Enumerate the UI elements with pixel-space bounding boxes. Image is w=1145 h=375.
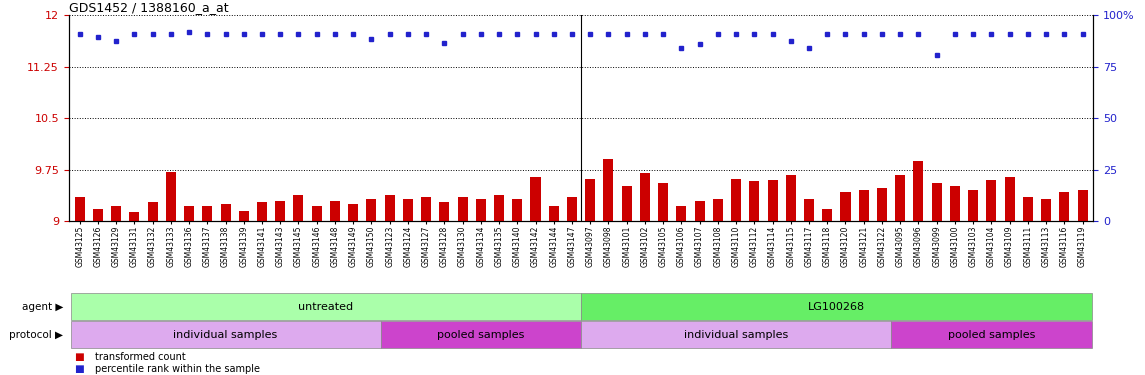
Bar xyxy=(512,199,522,221)
Bar xyxy=(71,293,581,320)
Text: LG100268: LG100268 xyxy=(808,302,864,312)
Bar xyxy=(581,321,891,348)
Bar xyxy=(713,199,722,221)
Bar xyxy=(1004,177,1014,221)
Text: individual samples: individual samples xyxy=(684,330,788,340)
Bar xyxy=(458,197,467,221)
Text: pooled samples: pooled samples xyxy=(948,330,1035,340)
Bar xyxy=(695,201,704,221)
Bar xyxy=(221,204,230,221)
Bar xyxy=(986,180,996,221)
Bar xyxy=(293,195,303,221)
Bar xyxy=(804,199,814,221)
Bar xyxy=(932,183,941,221)
Bar xyxy=(148,202,158,221)
Bar xyxy=(640,173,650,221)
Bar xyxy=(950,186,960,221)
Bar xyxy=(969,190,978,221)
Bar xyxy=(403,199,413,221)
Text: protocol ▶: protocol ▶ xyxy=(9,330,63,340)
Bar xyxy=(548,206,559,221)
Bar xyxy=(184,206,194,221)
Bar xyxy=(256,202,267,221)
Bar xyxy=(330,201,340,221)
Bar xyxy=(749,182,759,221)
Bar xyxy=(822,209,832,221)
Bar xyxy=(877,188,887,221)
Bar xyxy=(585,178,595,221)
Bar xyxy=(74,197,85,221)
Bar xyxy=(348,204,358,221)
Text: individual samples: individual samples xyxy=(173,330,277,340)
Bar xyxy=(603,159,614,221)
Bar xyxy=(239,211,248,221)
Bar xyxy=(895,174,906,221)
Bar xyxy=(1041,199,1051,221)
Bar xyxy=(380,321,581,348)
Bar xyxy=(421,197,432,221)
Bar xyxy=(767,180,777,221)
Bar xyxy=(476,199,485,221)
Bar xyxy=(129,212,140,221)
Bar xyxy=(311,206,322,221)
Bar xyxy=(203,206,212,221)
Text: GDS1452 / 1388160_a_at: GDS1452 / 1388160_a_at xyxy=(69,1,228,14)
Bar xyxy=(785,174,796,221)
Bar xyxy=(914,161,923,221)
Bar xyxy=(111,206,121,221)
Text: pooled samples: pooled samples xyxy=(437,330,524,340)
Bar xyxy=(622,186,632,221)
Bar xyxy=(859,190,869,221)
Bar xyxy=(71,321,380,348)
Bar xyxy=(166,172,176,221)
Bar xyxy=(93,209,103,221)
Text: ■: ■ xyxy=(74,352,85,362)
Bar xyxy=(840,192,851,221)
Bar xyxy=(530,177,540,221)
Bar xyxy=(1077,190,1088,221)
Bar xyxy=(385,195,395,221)
Text: percentile rank within the sample: percentile rank within the sample xyxy=(95,364,260,374)
Bar xyxy=(658,183,669,221)
Text: agent ▶: agent ▶ xyxy=(22,302,63,312)
Text: untreated: untreated xyxy=(298,302,354,312)
Bar xyxy=(677,206,686,221)
Text: transformed count: transformed count xyxy=(95,352,185,362)
Bar xyxy=(366,199,377,221)
Bar xyxy=(581,293,1091,320)
Bar xyxy=(440,202,449,221)
Bar xyxy=(275,201,285,221)
Bar xyxy=(493,195,504,221)
Bar xyxy=(891,321,1091,348)
Bar xyxy=(731,178,741,221)
Bar xyxy=(1022,197,1033,221)
Bar xyxy=(1059,192,1069,221)
Text: ■: ■ xyxy=(74,364,85,374)
Bar xyxy=(567,197,577,221)
